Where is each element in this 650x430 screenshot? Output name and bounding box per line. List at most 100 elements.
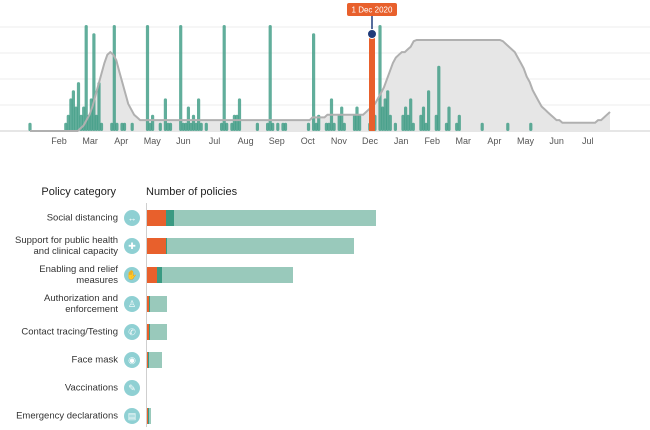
bar-segment [147,408,148,424]
category-row[interactable]: Support for public health and clinical c… [0,232,650,260]
month-label: Apr [487,136,501,146]
stacked-bar[interactable] [147,210,376,226]
vaccine-icon: ✎ [124,380,140,396]
policy-bar [342,122,346,131]
case-curve-area [30,40,610,131]
policy-bar [120,122,124,131]
policy-bar [393,122,397,131]
policy-bar [352,114,357,131]
policy-bar [411,122,415,131]
stacked-bar[interactable] [147,238,354,254]
stacked-bar[interactable] [147,296,167,312]
bar-segment [147,238,166,254]
policy-bar [355,106,359,131]
enforcement-icon: ♙ [124,296,140,312]
stacked-bar[interactable] [147,324,167,340]
month-label: Jan [394,136,409,146]
policy-bar [457,114,461,131]
policy-bar [266,122,270,131]
bar-segment [149,324,151,340]
policy-bar [358,114,362,131]
category-label: Emergency declarations [16,410,118,422]
month-label: Sep [269,136,285,146]
policy-bar [529,122,533,131]
policy-bar [130,122,134,131]
bar-segment [165,238,167,254]
policy-bar [84,25,88,131]
policy-bar [306,122,311,131]
policy-bar [255,122,259,131]
policy-bar [197,98,201,131]
bar-segment [147,267,158,283]
stacked-bar[interactable] [147,267,293,283]
policy-bar [434,114,438,131]
policy-bar [281,122,285,131]
policy-bar [28,122,32,131]
policy-bar [163,98,167,131]
marker-dot [367,29,377,39]
policy-bar [97,82,101,131]
category-label: Vaccinations [64,382,118,394]
policy-bar [232,114,236,131]
policy-bar [327,122,331,131]
policy-bar [424,122,428,131]
policy-bar [184,122,188,131]
category-row[interactable]: Social distancing ↔ [0,204,650,232]
month-label: Feb [424,136,440,146]
policy-bar [480,122,484,131]
bar-segment [166,238,354,254]
category-row[interactable]: Vaccinations ✎ [0,374,650,402]
contact-tracing-icon: ✆ [124,324,140,340]
policy-bar [99,122,104,131]
policy-bar [69,98,73,131]
policy-bar [337,114,341,131]
policy-bar [64,122,68,131]
policy-bar [437,65,441,131]
category-row[interactable]: Emergency declarations ▤ [0,402,650,430]
bar-segment [150,296,167,312]
stacked-bar[interactable] [147,352,162,368]
number-of-policies-header: Number of policies [146,186,238,198]
category-label: Support for public health and clinical c… [15,235,118,257]
category-row[interactable]: Authorization and enforcement ♙ [0,290,650,318]
policy-bar [455,122,459,131]
policy-bar [189,122,193,131]
category-label: Contact tracing/Testing [21,326,118,338]
policy-bar [404,106,408,131]
policy-category-header: Policy category [41,186,116,198]
policy-bar [122,122,127,131]
policy-bar [199,122,203,131]
stacked-bar[interactable] [147,408,152,424]
bar-segment [165,210,174,226]
bar-segment [157,267,162,283]
policy-bar [444,122,449,131]
policy-bar [235,114,239,131]
month-label: Feb [51,136,67,146]
category-label: Face mask [71,354,118,366]
marker-label: 1 Dec 2020 [352,6,393,15]
policy-bar [204,122,208,131]
policy-bar [186,106,190,131]
category-row[interactable]: Enabling and relief measures ✋ [0,261,650,289]
declaration-icon: ▤ [124,408,140,424]
policy-bar [115,122,119,131]
month-tick-labels: Feb Mar Apr May Jun Jul Aug Sep Oct Nov Dec Jan Feb M… [51,136,593,146]
policy-bar [421,106,426,131]
category-row[interactable]: Contact tracing/Testing ✆ [0,318,650,346]
policy-bar [71,90,75,131]
category-row[interactable]: Face mask ◉ [0,346,650,374]
policy-bar [237,98,242,131]
case-line [30,39,611,132]
month-label: May [144,136,162,146]
month-label: Jun [176,136,191,146]
policy-bar [324,122,328,131]
month-label: Nov [331,136,348,146]
policy-bar [406,114,410,131]
date-marker[interactable]: 1 Dec 2020 [347,3,397,131]
policy-bar [317,114,321,131]
policy-bar [94,114,98,131]
bar-segment [147,210,166,226]
policy-bar [419,114,423,131]
bar-segment [149,296,151,312]
policy-bar [506,122,510,131]
